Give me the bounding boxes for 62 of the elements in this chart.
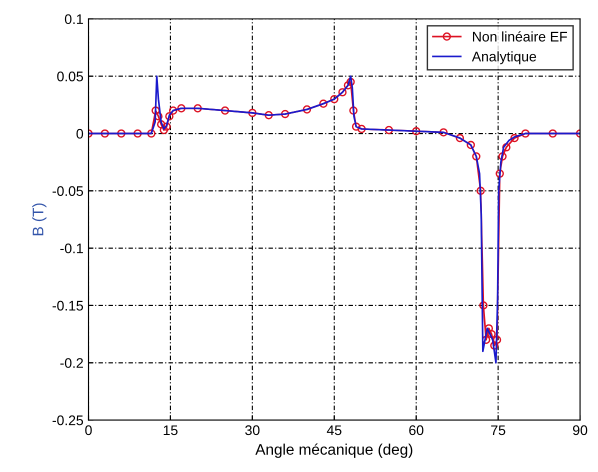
point: [162, 122, 171, 131]
point: [510, 134, 519, 142]
point: [487, 330, 496, 338]
y-tick-label: -0.15: [52, 300, 84, 311]
point: [194, 104, 202, 112]
point: [439, 128, 448, 137]
point: [133, 129, 142, 138]
point: [302, 105, 312, 114]
point: [156, 120, 166, 129]
point: [456, 134, 464, 142]
x-tick-label: 15: [164, 425, 178, 436]
point: [384, 126, 394, 134]
point: [492, 336, 502, 344]
point: [338, 88, 347, 96]
point: [466, 140, 475, 150]
x-tick-label: 30: [245, 425, 260, 436]
y-tick-label: -0.05: [52, 186, 84, 196]
y-tick-label: -0.25: [52, 415, 84, 426]
point: [357, 124, 366, 134]
point: [168, 106, 178, 115]
x-tick-label: 90: [572, 425, 588, 436]
x-tick-label: 45: [326, 425, 342, 436]
point: [330, 94, 338, 104]
y-axis-title: B (T): [32, 203, 46, 236]
point: [502, 143, 510, 152]
point: [160, 126, 168, 134]
point: [117, 129, 126, 138]
point: [248, 108, 257, 118]
point: [472, 152, 480, 161]
point: [484, 324, 494, 333]
x-tick-label: 60: [409, 425, 424, 436]
point: [165, 112, 174, 120]
x-tick-label: 75: [491, 425, 506, 436]
y-tick-label: -0.2: [60, 358, 83, 368]
point: [498, 152, 507, 161]
point: [147, 129, 156, 138]
point: [479, 301, 488, 310]
x-axis-title: Angle mécanique (deg): [255, 443, 412, 458]
point: [352, 122, 360, 131]
point: [346, 78, 355, 86]
y-tick-label: 0.1: [64, 14, 83, 24]
point: [412, 127, 420, 136]
point: [349, 106, 358, 115]
legend-label: Non linéaire EF: [472, 31, 568, 42]
point: [152, 106, 160, 115]
point: [100, 129, 110, 138]
point: [264, 111, 273, 120]
point: [521, 129, 530, 138]
point: [482, 336, 490, 344]
point: [220, 106, 230, 115]
legend-label: Analytique: [472, 51, 536, 64]
y-tick-label: 0: [76, 128, 84, 139]
y-tick-label: 0.05: [57, 72, 84, 82]
x-tick-label: 0: [85, 425, 92, 436]
y-tick-label: -0.1: [60, 243, 83, 254]
point: [548, 129, 557, 138]
point: [280, 110, 290, 118]
point: [319, 100, 328, 108]
point: [476, 186, 485, 195]
point: [496, 169, 504, 178]
point: [490, 341, 498, 350]
point: [177, 104, 186, 112]
